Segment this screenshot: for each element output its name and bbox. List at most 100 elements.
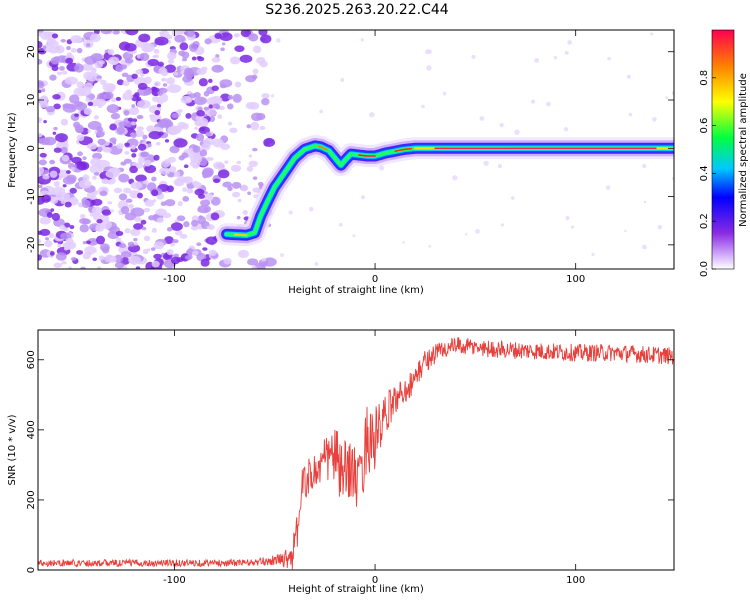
- noise-blob: [130, 132, 137, 138]
- noise-blob: [514, 129, 520, 135]
- noise-blob: [369, 112, 375, 118]
- noise-blob: [59, 224, 66, 230]
- ridge-hot-segment: [358, 154, 376, 157]
- noise-blob: [49, 74, 57, 81]
- noise-blob: [140, 219, 147, 225]
- noise-blob: [185, 113, 192, 119]
- noise-blob: [570, 225, 575, 229]
- noise-blob: [62, 176, 76, 185]
- noise-blob: [213, 161, 224, 170]
- noise-blob: [38, 167, 45, 174]
- noise-blob: [136, 192, 144, 199]
- noise-blob: [190, 153, 203, 164]
- noise-blob: [500, 223, 505, 227]
- spectrogram-content: [38, 30, 674, 269]
- noise-blob: [111, 97, 116, 103]
- noise-blob: [205, 131, 211, 137]
- noise-blob: [248, 33, 259, 42]
- noise-blob: [98, 60, 105, 65]
- noise-blob: [95, 98, 107, 107]
- noise-blob: [195, 115, 203, 122]
- noise-blob: [99, 190, 108, 197]
- noise-blob: [105, 169, 120, 179]
- noise-blob: [166, 77, 175, 85]
- noise-blob: [130, 181, 143, 190]
- noise-blob: [140, 73, 145, 77]
- noise-blob: [38, 132, 43, 138]
- noise-blob: [109, 255, 117, 263]
- noise-blob: [169, 145, 180, 154]
- noise-blob: [114, 261, 125, 269]
- noise-blob: [156, 217, 164, 223]
- noise-blob: [151, 176, 157, 182]
- noise-blob: [155, 208, 167, 216]
- noise-blob: [153, 154, 160, 161]
- noise-blob: [96, 75, 102, 79]
- noise-blob: [95, 131, 105, 138]
- noise-blob: [252, 45, 262, 54]
- noise-blob: [157, 91, 164, 96]
- colorbar: 0.0 0.2 0.4 0.6 0.8 Normalized spectral ampl…: [699, 29, 749, 277]
- y-tick-label: 400: [26, 420, 37, 439]
- noise-blob: [378, 165, 385, 171]
- noise-blob: [65, 237, 74, 245]
- noise-blob: [83, 107, 92, 115]
- noise-blob: [232, 93, 242, 103]
- noise-blob: [43, 169, 50, 175]
- noise-blob: [66, 45, 71, 51]
- noise-blob: [38, 40, 43, 49]
- noise-blob: [146, 248, 151, 252]
- noise-blob: [161, 77, 167, 82]
- noise-blob: [65, 57, 74, 64]
- noise-blob: [144, 199, 155, 207]
- noise-blob: [57, 243, 62, 248]
- noise-blob: [54, 45, 65, 54]
- noise-blob: [167, 125, 182, 135]
- noise-blob: [124, 42, 137, 52]
- noise-blob: [177, 200, 183, 207]
- noise-blob: [210, 95, 223, 105]
- noise-blob: [56, 71, 63, 76]
- noise-blob: [483, 160, 489, 166]
- noise-blob: [60, 118, 69, 126]
- noise-blob: [103, 91, 114, 100]
- colorbar-tick-label: 0.6: [699, 118, 710, 134]
- noise-blob: [475, 229, 480, 234]
- noise-blob: [479, 116, 485, 121]
- noise-blob: [45, 105, 56, 113]
- noise-blob: [497, 164, 502, 169]
- noise-blob: [164, 139, 170, 143]
- noise-blob: [245, 75, 257, 83]
- x-tick-label: -100: [163, 575, 186, 586]
- noise-blob: [76, 134, 85, 142]
- noise-blob: [110, 112, 121, 120]
- noise-blob: [178, 50, 186, 56]
- noise-blob: [213, 178, 221, 184]
- noise-blob: [164, 64, 176, 73]
- noise-blob: [183, 221, 190, 228]
- noise-blob: [546, 101, 551, 107]
- noise-blob: [154, 54, 159, 59]
- noise-blob: [92, 257, 98, 261]
- noise-blob: [534, 58, 540, 63]
- noise-blob: [288, 210, 293, 215]
- noise-blob: [237, 198, 242, 203]
- noise-blob: [211, 64, 224, 73]
- noise-blob: [530, 99, 536, 104]
- noise-blob: [567, 40, 573, 45]
- noise-blob: [42, 45, 47, 50]
- noise-blob: [591, 252, 595, 256]
- noise-blob: [276, 38, 281, 43]
- noise-blob: [90, 53, 103, 61]
- noise-blob: [53, 126, 58, 131]
- noise-blob: [167, 156, 176, 163]
- noise-blob: [124, 212, 137, 221]
- noise-blob: [173, 138, 188, 148]
- noise-blob: [96, 219, 103, 224]
- noise-blob: [150, 247, 156, 251]
- noise-blob: [499, 122, 504, 128]
- noise-blob: [46, 212, 53, 218]
- noise-blob: [100, 79, 107, 86]
- noise-blob: [202, 137, 215, 146]
- noise-blob: [38, 117, 43, 123]
